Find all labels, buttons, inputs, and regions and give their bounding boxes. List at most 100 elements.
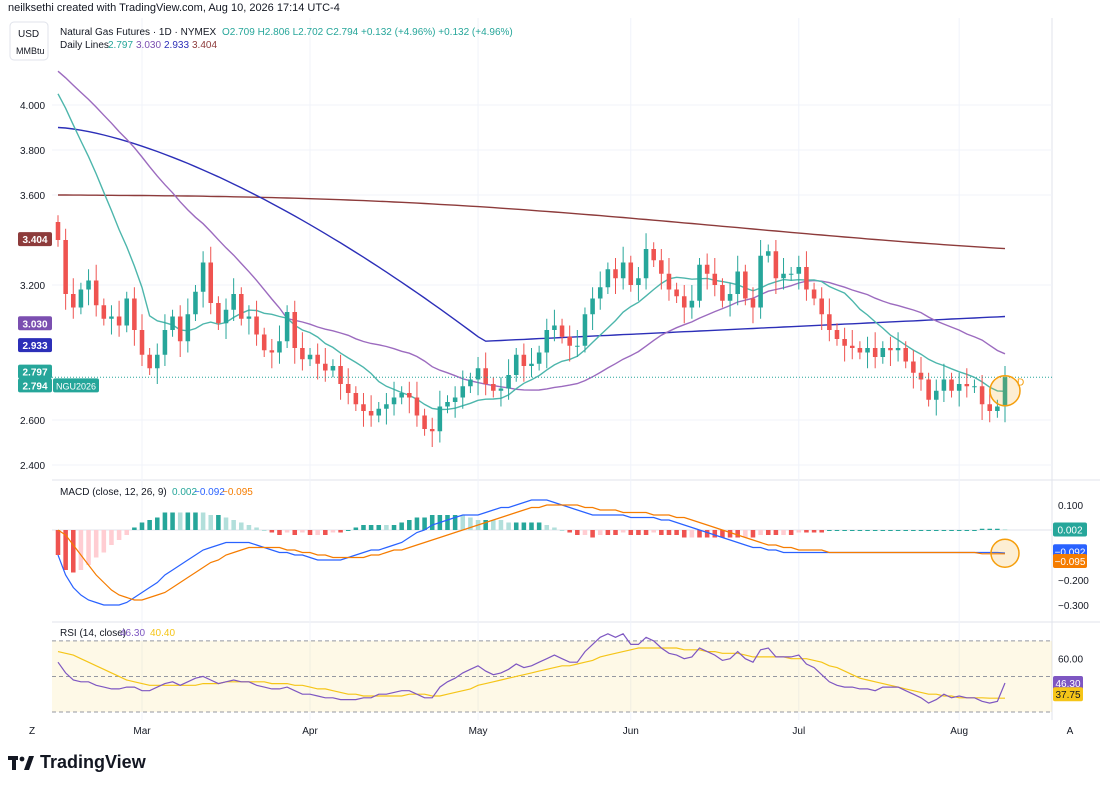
macd-histogram-bar (223, 517, 229, 530)
macd-histogram-bar (659, 530, 664, 535)
candle-body (788, 273, 794, 275)
macd-histogram-bar (911, 530, 916, 531)
macd-label: MACD (close, 12, 26, 9) (60, 487, 167, 498)
candle-body (269, 350, 275, 353)
candle-body (903, 348, 908, 362)
macd-histogram-bar (773, 530, 779, 535)
macd-histogram-bar (506, 522, 511, 530)
highlight-circle (989, 375, 1021, 407)
candle-body (559, 325, 565, 337)
macd-histogram-bar (78, 530, 84, 570)
candle-body (261, 334, 267, 351)
macd-histogram-bar (391, 525, 397, 530)
macd-histogram-bar (239, 522, 244, 530)
candle-body (987, 404, 992, 411)
rsi-value: 46.30 (120, 628, 145, 639)
candle-body (933, 390, 939, 400)
macd-histogram-bar (284, 530, 290, 533)
candle-body (147, 354, 152, 369)
candle-body (750, 298, 756, 308)
macd-tick-label: −0.200 (1058, 576, 1089, 587)
macd-histogram-bar (827, 530, 832, 531)
macd-histogram-bar (330, 530, 336, 533)
macd-histogram-bar (292, 530, 298, 535)
macd-histogram-bar (254, 527, 259, 530)
macd-histogram-bar (376, 525, 382, 530)
macd-histogram-bar (368, 525, 374, 530)
candle-body (155, 354, 160, 369)
candle-body (613, 269, 618, 279)
x-axis-label: Jul (792, 726, 805, 737)
candle-body (246, 316, 252, 319)
tradingview-brand[interactable]: TradingView (8, 752, 146, 773)
macd-histogram-bar (261, 530, 267, 531)
axes: 4.000 3.800 3.600 3.200 2.600 2.400 Z Mar Apr May… (20, 101, 1089, 737)
macd-tick-label: −0.300 (1058, 601, 1089, 612)
tradingview-logo-icon (8, 754, 34, 772)
line-value-sma100: 2.933 (164, 40, 189, 51)
candle-body (452, 397, 458, 402)
macd-histogram-bar (933, 530, 939, 531)
macd-histogram-bar (536, 522, 542, 530)
macd-histogram-bar (407, 520, 412, 530)
candle-body (765, 251, 771, 256)
candle-body (911, 361, 916, 373)
symbol-tag (53, 378, 99, 393)
macd-histogram-bar (246, 525, 252, 530)
candle-body (384, 404, 389, 409)
macd-histogram-bar (63, 530, 68, 570)
candle-body (231, 294, 236, 310)
macd-histogram-bar (124, 530, 130, 535)
macd-histogram-bar (384, 525, 389, 530)
candle-body (376, 408, 382, 416)
grid (52, 18, 1052, 720)
candle-body (223, 309, 229, 324)
macd-histogram-bar (720, 530, 725, 538)
price-tag-label: 2.794 (22, 381, 47, 392)
candle-body (804, 267, 809, 290)
macd-histogram-bar (55, 530, 61, 555)
line-value-sma200: 3.404 (192, 40, 217, 51)
macd-histogram-bar (857, 530, 863, 531)
macd-histogram-bar (758, 530, 763, 535)
candle-body (689, 300, 695, 308)
macd-histogram-bar (972, 530, 977, 531)
candle-body (407, 393, 412, 398)
candle-body (391, 397, 397, 405)
macd-histogram-bar (231, 520, 236, 530)
price-pane[interactable] (52, 18, 1052, 480)
candle-body (513, 354, 519, 375)
candle-body (1002, 377, 1008, 407)
macd-histogram-bar (445, 515, 450, 530)
price-tick-label: 3.200 (20, 281, 45, 292)
price-tick-label: 2.400 (20, 461, 45, 472)
candle-body (834, 330, 840, 339)
macd-histogram-bar (162, 512, 168, 530)
candle-body (124, 298, 130, 326)
macd-histogram-bar (918, 530, 924, 531)
unit-label: MMBtu (16, 46, 45, 56)
candle-body (918, 372, 924, 380)
price-tag (18, 338, 52, 353)
candle-body (857, 348, 863, 353)
candle-body (468, 379, 473, 387)
candle-body (254, 316, 259, 335)
macd-histogram-bar (529, 522, 534, 530)
candle-body (239, 294, 244, 319)
macd-highlight-circle (990, 538, 1020, 568)
rsi-ma-line (57, 647, 1005, 699)
macd-histogram-bar (422, 517, 427, 530)
macd-tick-label: 0.100 (1058, 501, 1083, 512)
macd-histogram-bar (597, 530, 603, 535)
macd-histogram-bar (460, 515, 466, 530)
candle-body (101, 305, 107, 319)
macd-histogram-bar (903, 530, 908, 531)
macd-tag-label: −0.095 (1055, 557, 1086, 568)
candle-body (170, 316, 175, 330)
candle-body (368, 411, 374, 416)
currency-box[interactable]: USD MMBtu (9, 21, 49, 61)
ohlc-values: O2.709 H2.806 L2.702 C2.794 +0.132 (+4.9… (222, 27, 513, 38)
moving-average-lines (57, 70, 1006, 411)
candle-body (315, 354, 320, 364)
price-tick-label: 3.800 (20, 146, 45, 157)
